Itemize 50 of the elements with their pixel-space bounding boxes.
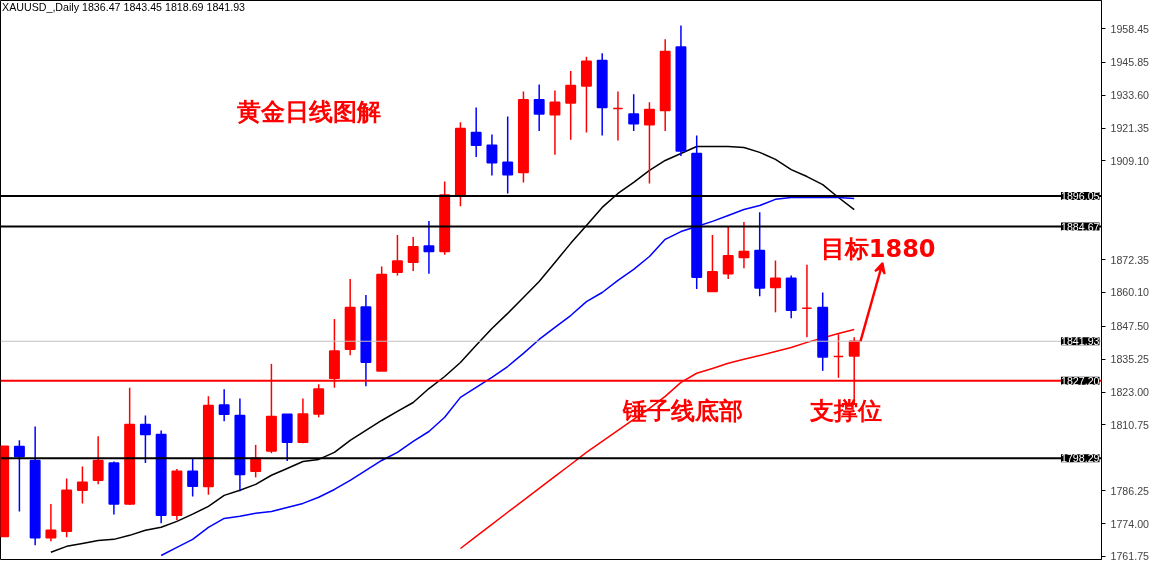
y-tick-label: 1909.10 — [1110, 154, 1150, 167]
candlestick — [391, 234, 403, 277]
candlestick — [470, 106, 482, 158]
candlestick — [612, 90, 624, 142]
y-tick-label: 1847.50 — [1110, 320, 1150, 333]
candlestick — [722, 225, 734, 280]
ref-line-label: 1884.67 — [1060, 220, 1100, 233]
y-tick-label: 1860.10 — [1110, 286, 1150, 299]
y-tick-label: 1933.60 — [1110, 89, 1150, 102]
candlestick — [423, 220, 435, 275]
y-tick-label: 1945.85 — [1110, 56, 1150, 69]
candlestick — [250, 444, 262, 479]
candlestick — [76, 465, 88, 505]
ref-line-label: 1841.93 — [1060, 335, 1100, 348]
candlestick — [769, 259, 781, 314]
candlestick — [13, 439, 25, 513]
annotation: 目标1880 — [820, 235, 936, 264]
candlestick — [92, 435, 104, 486]
annotation: 支撑位 — [808, 397, 882, 426]
y-tick-label: 1774.00 — [1110, 517, 1150, 530]
candlestick — [187, 457, 199, 498]
annotation: 锤子线底部 — [621, 397, 743, 426]
candlestick — [628, 93, 640, 132]
candlestick — [832, 333, 844, 379]
y-tick-label: 1761.75 — [1110, 550, 1150, 561]
annotation: 黄金日线图解 — [236, 98, 382, 127]
y-tick-label: 1810.75 — [1110, 418, 1150, 431]
candlestick — [407, 236, 419, 272]
candlestick — [643, 101, 655, 185]
chart-title: XAUUSD_,Daily 1836.47 1843.45 1818.69 1841.93 — [2, 0, 246, 13]
candlestick — [502, 115, 514, 195]
candlestick — [706, 234, 718, 293]
candlestick — [486, 133, 498, 177]
candlestick — [549, 89, 561, 156]
ref-line-label: 1827.20 — [1060, 374, 1100, 387]
y-tick-label: 1958.45 — [1110, 22, 1150, 35]
candlestick — [565, 70, 577, 141]
candlestick — [533, 83, 545, 132]
ref-line-label: 1798.29 — [1060, 452, 1100, 465]
candlestick — [801, 264, 813, 339]
candlestick — [218, 388, 230, 423]
y-tick-label: 1835.25 — [1110, 353, 1150, 366]
candlestick — [45, 503, 57, 542]
candlestick — [139, 414, 151, 464]
y-tick-label: 1872.35 — [1110, 253, 1150, 266]
ref-line-label: 1896.05 — [1060, 190, 1100, 202]
y-tick-label: 1823.00 — [1110, 386, 1150, 399]
y-tick-label: 1786.25 — [1110, 484, 1150, 497]
y-tick-label: 1921.35 — [1110, 122, 1150, 135]
candlestick — [738, 221, 750, 270]
